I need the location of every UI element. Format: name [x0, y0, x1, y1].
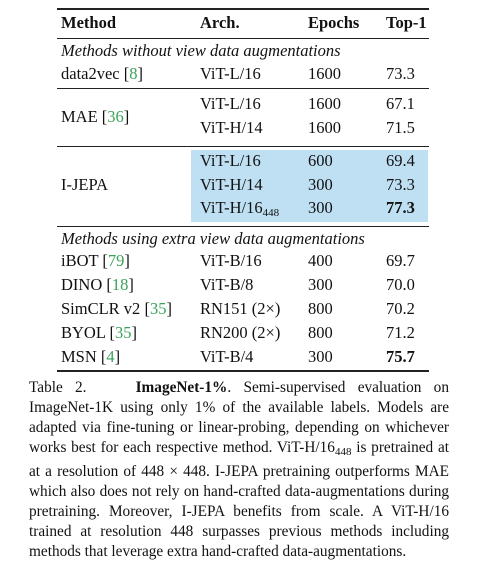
method-name: data2vec — [61, 64, 120, 83]
arch-cell: ViT-B/16 — [200, 251, 262, 270]
citation-link[interactable]: 35 — [149, 299, 167, 318]
epochs-cell: 400 — [308, 251, 333, 270]
epochs-cell: 300 — [308, 198, 333, 217]
epochs-cell: 1600 — [308, 118, 341, 137]
method-name: DINO — [61, 275, 103, 294]
top1-cell: 71.5 — [386, 118, 415, 137]
top1-cell: 73.3 — [386, 175, 415, 194]
method-cell: SimCLR v2 [35] — [61, 299, 172, 318]
citation-link[interactable]: 79 — [107, 251, 125, 270]
citation-link[interactable]: 36 — [107, 107, 124, 126]
arch-cell: ViT-L/16 — [200, 151, 261, 170]
epochs-cell: 600 — [308, 151, 333, 170]
top1-cell: 70.0 — [386, 275, 415, 294]
header-rule — [57, 38, 429, 39]
caption-text: . Semi-supervised evaluation on ImageNet… — [29, 379, 449, 456]
caption-title: ImageNet-1% — [135, 379, 228, 396]
arch-resolution: 448 — [262, 207, 280, 219]
method-cell: BYOL [35] — [61, 323, 137, 342]
method-name: BYOL — [61, 323, 106, 342]
arch-name: ViT-H/16 — [200, 198, 263, 217]
method-cell: MAE [36] — [61, 107, 130, 126]
arch-cell: RN200 (2×) — [200, 323, 281, 342]
epochs-cell: 1600 — [308, 64, 341, 83]
method-cell: DINO [18] — [61, 275, 134, 294]
section-title: Methods without view data augmentations — [61, 41, 341, 60]
arch-cell: ViT-B/4 — [200, 347, 254, 366]
top1-cell: 69.7 — [386, 251, 415, 270]
top-rule — [57, 8, 429, 10]
arch-cell: ViT-H/16448 — [200, 198, 279, 223]
top1-cell: 70.2 — [386, 299, 415, 318]
method-name: MAE — [61, 107, 98, 126]
caption-label: Table 2. — [29, 379, 87, 396]
row-rule — [57, 146, 429, 147]
method-name: SimCLR v2 — [61, 299, 141, 318]
ijepa-highlight — [191, 150, 428, 222]
table-caption: Table 2. ImageNet-1%. Semi-supervised ev… — [29, 378, 449, 562]
arch-cell: ViT-B/8 — [200, 275, 254, 294]
epochs-cell: 300 — [308, 275, 333, 294]
header-arch: Arch. — [200, 13, 240, 32]
header-top1: Top-1 — [386, 13, 427, 32]
epochs-cell: 800 — [308, 299, 333, 318]
caption-resolution: 448 — [334, 446, 352, 458]
method-name: MSN — [61, 347, 97, 366]
section-title: Methods using extra view data augmentati… — [61, 229, 365, 248]
epochs-cell: 800 — [308, 323, 333, 342]
method-name: iBOT — [61, 251, 99, 270]
section-rule — [57, 226, 429, 227]
citation-link[interactable]: 18 — [111, 275, 129, 294]
header-epochs: Epochs — [308, 13, 360, 32]
method-cell: MSN [4] — [61, 347, 121, 366]
epochs-cell: 300 — [308, 347, 333, 366]
top1-cell: 77.3 — [386, 198, 415, 217]
method-cell: data2vec [8] — [61, 64, 144, 83]
top1-cell: 73.3 — [386, 64, 415, 83]
arch-cell: ViT-H/14 — [200, 175, 263, 194]
top1-cell: 75.7 — [386, 347, 415, 366]
method-cell: iBOT [79] — [61, 251, 130, 270]
top1-cell: 71.2 — [386, 323, 415, 342]
arch-cell: ViT-L/16 — [200, 64, 261, 83]
row-rule — [57, 88, 429, 89]
caption-text-cont: is pretrained at at a resolution of 448 … — [29, 439, 449, 560]
epochs-cell: 300 — [308, 175, 333, 194]
citation-link[interactable]: 4 — [106, 347, 115, 366]
top1-cell: 67.1 — [386, 94, 415, 113]
citation-link[interactable]: 8 — [129, 64, 138, 83]
arch-cell: ViT-H/14 — [200, 118, 263, 137]
method-cell: I-JEPA — [61, 175, 109, 194]
arch-cell: ViT-L/16 — [200, 94, 261, 113]
arch-cell: RN151 (2×) — [200, 299, 281, 318]
epochs-cell: 1600 — [308, 94, 341, 113]
citation-link[interactable]: 35 — [114, 323, 132, 342]
bottom-rule — [57, 370, 429, 372]
top1-cell: 69.4 — [386, 151, 415, 170]
header-method: Method — [61, 13, 116, 32]
